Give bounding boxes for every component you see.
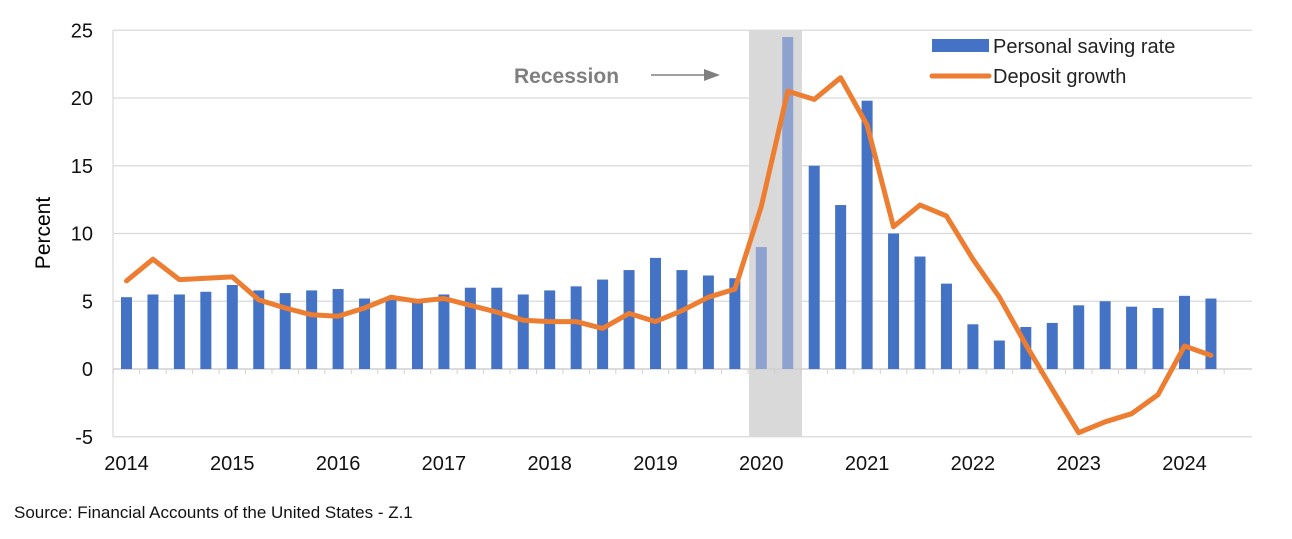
y-tick-label: 10 [71, 224, 93, 246]
saving-rate-bar [835, 205, 847, 369]
saving-rate-bar [464, 287, 476, 369]
y-tick-label: 20 [71, 88, 93, 110]
saving-rate-bar [940, 283, 952, 369]
saving-rate-bar [385, 299, 397, 369]
saving-rate-bar [438, 294, 450, 369]
saving-rate-bar [1205, 298, 1217, 369]
y-tick-label: 15 [71, 156, 93, 178]
saving-rate-bar [200, 291, 212, 369]
source-note: Source: Financial Accounts of the United… [14, 503, 413, 522]
y-tick-label: -5 [75, 427, 93, 449]
saving-rate-bar [1046, 322, 1058, 369]
saving-rate-bars [121, 37, 1217, 370]
x-tick-label: 2020 [739, 453, 784, 475]
legend-swatch-saving-rate [932, 39, 989, 52]
x-tick-label: 2022 [951, 453, 996, 475]
saving-rate-bar [967, 324, 979, 369]
saving-rate-bar [279, 293, 291, 369]
saving-rate-bar [147, 294, 159, 369]
y-tick-label: 0 [82, 359, 93, 381]
x-tick-label: 2024 [1162, 453, 1207, 475]
y-tick-label: 25 [71, 20, 93, 42]
saving-rate-bar [570, 286, 582, 369]
saving-rate-bar [623, 270, 635, 369]
saving-rate-bar [173, 294, 185, 369]
saving-rate-bar [914, 256, 926, 369]
saving-rate-bar [808, 165, 820, 369]
saving-rate-bar [702, 275, 714, 369]
x-tick-label: 2014 [104, 453, 149, 475]
saving-rate-bar [306, 290, 318, 369]
saving-rate-bar [544, 290, 556, 369]
gridlines [113, 29, 1252, 438]
x-tick-label: 2019 [633, 453, 678, 475]
legend-label-deposit-growth: Deposit growth [993, 66, 1126, 88]
saving-rate-bar [121, 297, 132, 369]
x-tick-label: 2018 [527, 453, 572, 475]
saving-rate-bar [729, 278, 741, 369]
x-tick-label: 2016 [316, 453, 361, 475]
saving-rate-bar [332, 289, 344, 369]
saving-rate-bar [888, 233, 900, 369]
x-tick-label: 2021 [845, 453, 890, 475]
saving-rate-bar [1073, 305, 1085, 369]
x-tick-label: 2023 [1056, 453, 1101, 475]
saving-rate-bar [491, 287, 503, 369]
saving-rate-bar [993, 340, 1005, 369]
legend: Personal saving rate Deposit growth [929, 36, 1175, 88]
saving-rate-bar [1099, 301, 1111, 369]
y-axis-label: Percent [32, 197, 55, 270]
saving-rate-bar [1126, 306, 1138, 369]
saving-rate-bar [359, 298, 371, 369]
saving-rate-bar [226, 284, 238, 369]
saving-rate-bar [782, 37, 794, 370]
saving-rate-bar [755, 247, 767, 369]
saving-rate-bar [676, 270, 688, 369]
saving-rate-bar [517, 294, 529, 369]
saving-rate-bar [1152, 308, 1164, 369]
saving-rate-bar [411, 299, 423, 369]
saving-rate-bar [1179, 295, 1190, 369]
legend-label-saving-rate: Personal saving rate [993, 36, 1175, 58]
saving-rate-bar [650, 257, 661, 369]
x-tick-labels: 2014 2015 2016 2017 2018 2019 2020 2021 2022 2023… [104, 453, 1207, 475]
recession-annotation: Recession [514, 65, 720, 88]
x-tick-label: 2015 [210, 453, 255, 475]
recession-arrow-head [704, 69, 720, 81]
x-tick-label: 2017 [422, 453, 467, 475]
saving-rate-bar [597, 279, 609, 369]
y-tick-labels: -5 0 5 10 15 20 25 [71, 20, 93, 449]
y-tick-label: 5 [82, 291, 93, 313]
saving-rate-bar [861, 100, 873, 370]
saving-rate-bar [253, 290, 265, 369]
recession-label: Recession [514, 65, 619, 88]
deposit-growth-line [124, 75, 1214, 436]
